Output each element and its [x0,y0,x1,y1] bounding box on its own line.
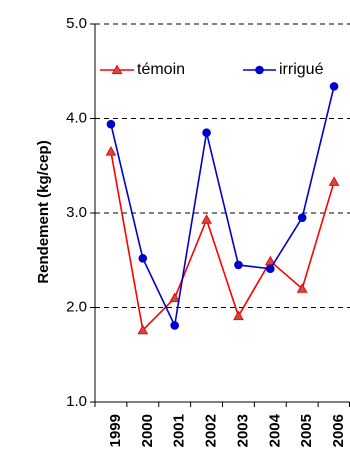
data-point-circle [106,119,116,129]
data-point-triangle [111,64,123,75]
y-tick-label: 3.0 [66,204,87,221]
data-point-triangle [169,292,181,303]
x-tick-label: 1999 [107,414,124,447]
x-tick-label: 2006 [330,414,347,447]
series-layer [105,82,340,335]
x-tick-label: 2000 [139,414,156,447]
y-axis-label: Rendement (kg/cep) [35,140,52,283]
x-tick-label: 2002 [203,414,220,447]
legend-label-2: irrigué [279,61,324,78]
data-point-triangle [201,214,212,224]
data-point-circle [202,128,211,137]
y-tick-label: 1.0 [66,393,87,410]
data-point-circle [266,264,275,274]
legend: témoin irrigué [100,61,324,78]
gridlines [95,23,350,308]
data-point-triangle [105,146,117,156]
series-line-1 [110,151,335,332]
axes: 1.0 2.0 3.0 4.0 5.0 1999 2000 2001 2002 2003 2004 2… [66,15,350,447]
y-tick-label: 4.0 [66,109,87,126]
x-tick-label: 2005 [298,414,315,447]
x-tick-label: 2004 [266,413,283,447]
data-point-circle [234,260,243,270]
x-tick-label: 2001 [171,414,188,447]
data-point-circle [297,213,307,223]
legend-label-1: témoin [137,61,185,78]
data-point-circle [170,321,179,330]
data-point-triangle [137,324,149,335]
data-point-triangle [328,176,340,186]
data-point-triangle [233,310,244,321]
data-point-circle [329,82,339,91]
data-point-triangle [296,283,308,293]
series-line-2 [110,86,335,329]
y-tick-label: 2.0 [66,298,87,315]
x-tick-label: 2003 [234,414,251,447]
data-point-circle [255,65,264,75]
y-tick-label: 5.0 [66,15,87,32]
data-point-circle [138,254,148,263]
